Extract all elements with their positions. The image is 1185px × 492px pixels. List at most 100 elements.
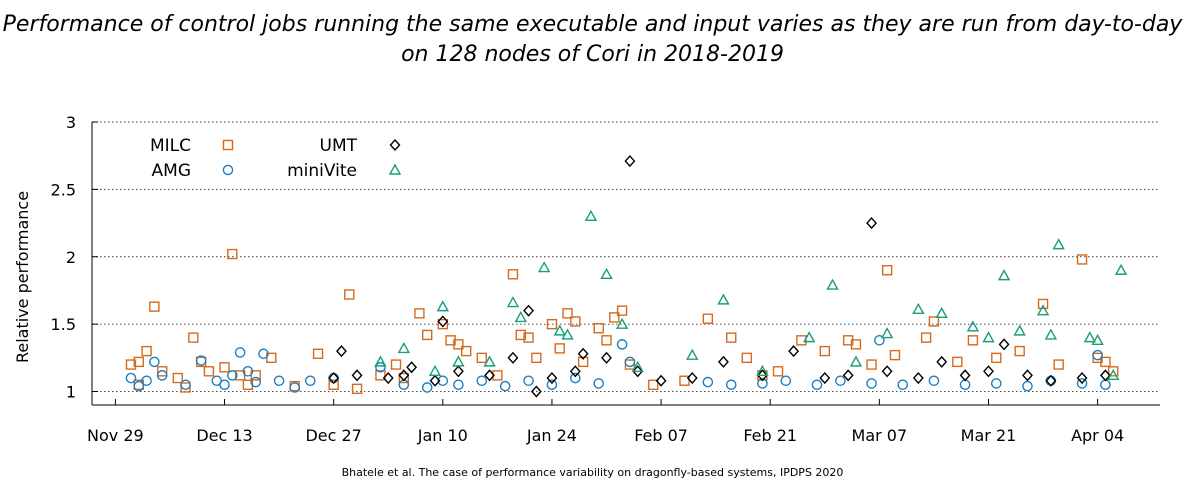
milc-point — [460, 345, 472, 357]
amg-point — [219, 379, 230, 391]
y-tick-label: 1.5 — [51, 315, 76, 334]
milc-point — [1100, 356, 1111, 368]
milc-point — [141, 345, 152, 357]
minivite-point — [397, 341, 411, 354]
minivite-point — [1013, 324, 1026, 336]
milc-point — [133, 356, 144, 368]
legend-label-milc: MILC — [150, 136, 191, 156]
legend-marker-milc — [222, 139, 234, 151]
milc-point — [562, 308, 573, 319]
x-tick-label: Mar 07 — [852, 426, 908, 445]
milc-point — [476, 352, 487, 364]
milc-point — [796, 335, 807, 346]
milc-point — [156, 366, 168, 377]
milc-point — [375, 370, 386, 381]
amg-point — [1045, 375, 1057, 387]
milc-point — [344, 289, 355, 300]
x-tick-label: Mar 21 — [961, 426, 1017, 445]
milc-point — [772, 366, 784, 377]
milc-point — [554, 343, 565, 354]
milc-point — [967, 335, 979, 346]
milc-point — [866, 359, 877, 370]
milc-point — [422, 329, 433, 341]
amg-point — [289, 382, 300, 393]
milc-point — [609, 312, 620, 323]
milc-point — [648, 379, 659, 390]
legend-label-umt: UMT — [320, 136, 358, 156]
milc-point — [819, 345, 830, 357]
milc-point — [188, 332, 199, 343]
minivite-point — [1114, 263, 1128, 275]
milc-point — [546, 318, 558, 330]
legend-label-minivite: miniVite — [287, 161, 357, 181]
milc-point — [219, 362, 230, 373]
milc-point — [702, 313, 714, 324]
umt-point — [406, 361, 418, 374]
amg-point — [499, 380, 511, 392]
milc-point — [991, 352, 1002, 364]
amg-point — [616, 339, 628, 350]
minivite-point — [803, 331, 816, 343]
amg-point — [328, 372, 339, 384]
milc-point — [850, 339, 862, 350]
umt-point — [452, 365, 464, 378]
milc-point — [741, 352, 753, 364]
umt-point — [819, 372, 831, 385]
umt-point — [530, 385, 542, 398]
minivite-point — [631, 360, 644, 372]
amg-point — [375, 361, 386, 373]
amg-point — [757, 378, 768, 389]
x-tick-label: Nov 29 — [87, 426, 144, 445]
minivite-point — [1091, 333, 1104, 346]
minivite-point — [1083, 331, 1097, 343]
umt-point — [632, 365, 644, 378]
minivite-point — [997, 269, 1011, 281]
milc-point — [203, 366, 215, 377]
milc-point — [328, 379, 339, 390]
minivite-point — [514, 310, 527, 323]
milc-point — [920, 332, 932, 343]
umt-point — [398, 369, 410, 382]
umt-point — [569, 365, 581, 378]
minivite-point — [1052, 238, 1065, 250]
umt-point — [523, 304, 534, 317]
x-tick-label: Dec 13 — [196, 426, 252, 445]
minivite-point — [935, 306, 948, 319]
minivite-point — [686, 348, 699, 360]
umt-point — [328, 372, 340, 385]
chart-title-line-1: Performance of control jobs running the … — [2, 12, 1183, 37]
amg-point — [234, 347, 246, 358]
milc-point — [1014, 345, 1025, 357]
amg-point — [125, 372, 137, 384]
x-tick-label: Feb 21 — [743, 426, 797, 445]
amg-point — [304, 375, 316, 387]
umt-point — [1022, 369, 1033, 382]
minivite-point — [849, 355, 863, 367]
umt-point — [866, 217, 878, 230]
umt-point — [382, 372, 394, 385]
chart-title-line-2: on 128 nodes of Cori in 2018-2019 — [401, 42, 784, 67]
chart-title: Performance of control jobs running the … — [0, 10, 1185, 70]
milc-point — [726, 332, 737, 343]
milc-point — [1037, 298, 1049, 310]
amg-point — [835, 375, 846, 387]
x-axis-ticks: Nov 29 Dec 13 Dec 27 Jan 10 Jan 24 Feb 07 Feb … — [87, 399, 1124, 445]
umt-point — [936, 355, 948, 368]
umt-point — [756, 369, 768, 382]
milc-point — [312, 348, 324, 359]
minivite-point — [966, 320, 980, 332]
amg-point — [702, 376, 714, 388]
milc-point — [125, 359, 137, 370]
minivite-point — [374, 355, 387, 367]
amg-point — [593, 378, 605, 389]
minivite-point — [1107, 368, 1120, 381]
amg-point — [141, 375, 152, 387]
minivite-point — [717, 293, 730, 305]
umt-point — [983, 365, 994, 378]
amg-point — [570, 372, 581, 384]
amg-point — [1100, 379, 1111, 391]
milc-point — [1108, 366, 1119, 377]
series-amg — [125, 335, 1111, 393]
minivite-point — [553, 324, 566, 336]
